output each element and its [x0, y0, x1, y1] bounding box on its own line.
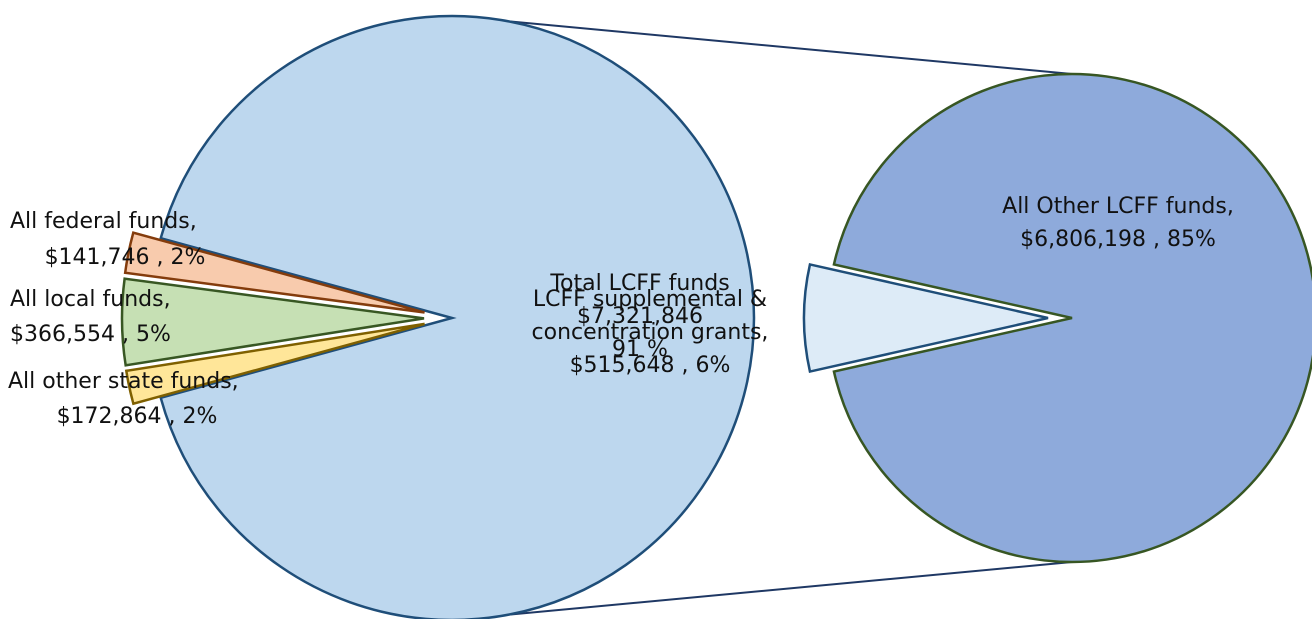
connector-line-bottom [451, 561, 1073, 619]
pie-slice-total-lcff-funds [159, 14, 756, 619]
pie-slice-all-other-state-funds [123, 231, 425, 314]
pie-slice-all-federal-funds [124, 322, 425, 406]
connector-line-top [451, 15, 1073, 75]
data-label-local-funds-value: $366,554 , 5% [10, 322, 171, 347]
pie-slice-all-other-lcff-funds [832, 72, 1312, 564]
data-label-other-state-funds-value: $172,864 , 2% [57, 404, 218, 429]
pie-slice-lcff-supplemental-concentration-grants [802, 262, 1049, 374]
data-label-federal-funds-name: All federal funds, [10, 209, 197, 234]
data-label-other-lcff-funds: All Other LCFF funds, $6,806,198 , 85% [1002, 194, 1234, 252]
data-label-lcff-grants: LCFF supplemental & concentration grants,… [532, 287, 769, 378]
data-label-total-lcff-funds: Total LCFF funds $7,321,846 91 % [549, 271, 729, 362]
data-label-other-state-funds-name: All other state funds, [8, 369, 239, 394]
pie-slice-all-local-funds [120, 277, 425, 367]
data-label-local-funds-name: All local funds, [10, 287, 171, 312]
data-label-federal-funds-value: $141,746 , 2% [45, 245, 206, 270]
